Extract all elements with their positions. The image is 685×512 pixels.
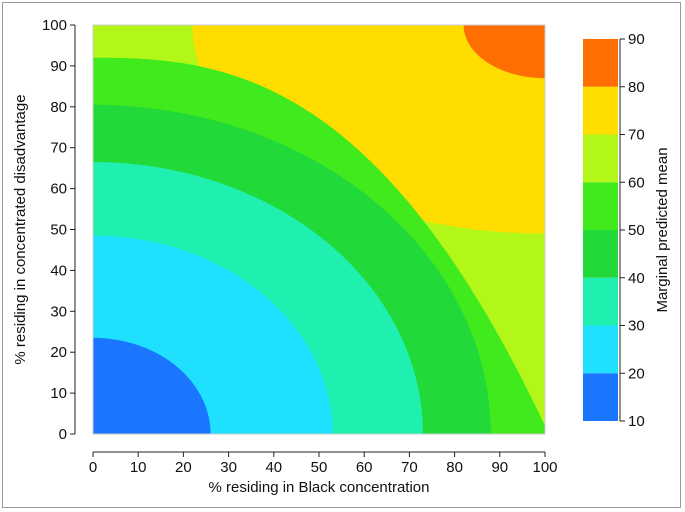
colorbar-band-80-90: [583, 39, 618, 87]
x-tick-label: 10: [130, 459, 147, 476]
colorbar-band-40-50: [583, 230, 618, 278]
x-tick-label: 50: [311, 459, 328, 476]
colorbar-band-70-80: [583, 86, 618, 135]
colorbar-band-60-70: [583, 134, 618, 183]
colorbar-label: Marginal predicted mean: [654, 147, 671, 312]
y-tick-label: 60: [50, 181, 67, 198]
chart-frame: 0 10 20 30 40 50 60 70 80 90 100 0 10 20 30 40 50 60 70 80…: [2, 2, 681, 508]
y-tick-label: 10: [50, 385, 67, 402]
plot-bands: [93, 25, 545, 435]
y-tick-label: 50: [50, 222, 67, 239]
y-axis: 0 10 20 30 40 50 60 70 80 90 100: [42, 17, 76, 443]
colorbar-tick-label: 80: [628, 79, 645, 96]
y-tick-label: 70: [50, 140, 67, 157]
x-axis: 0 10 20 30 40 50 60 70 80 90 100: [89, 451, 558, 476]
plot-border: [92, 24, 546, 435]
x-tick-label: 0: [89, 459, 97, 476]
y-tick-label: 90: [50, 58, 67, 75]
y-tick-label: 30: [50, 303, 67, 320]
y-tick-label: 20: [50, 344, 67, 361]
colorbar-tick-label: 70: [628, 127, 645, 144]
x-tick-label: 90: [491, 459, 508, 476]
colorbar-band-20-30: [583, 325, 618, 374]
y-tick-label: 40: [50, 262, 67, 279]
y-tick-label: 0: [59, 426, 67, 443]
colorbar-tick-label: 30: [628, 318, 645, 335]
x-tick-label: 70: [401, 459, 418, 476]
colorbar-band-50-60: [583, 182, 618, 230]
y-axis-label: % residing in concentrated disadvantage: [12, 94, 29, 364]
colorbar-band-10-20: [583, 373, 618, 421]
contour-chart: 0 10 20 30 40 50 60 70 80 90 100 0 10 20 30 40 50 60 70 80…: [12, 17, 671, 496]
region-below-20: [93, 337, 211, 434]
y-tick-label: 100: [42, 17, 67, 34]
x-tick-label: 60: [356, 459, 373, 476]
colorbar-tick-label: 50: [628, 222, 645, 239]
colorbar-tick-label: 10: [628, 413, 645, 430]
colorbar: 10 20 30 40 50 60 70 80 90: [583, 31, 645, 430]
colorbar-tick-label: 60: [628, 174, 645, 191]
x-tick-label: 100: [532, 459, 557, 476]
x-tick-label: 30: [220, 459, 237, 476]
x-axis-label: % residing in Black concentration: [209, 479, 430, 496]
colorbar-tick-label: 20: [628, 365, 645, 382]
colorbar-tick-label: 90: [628, 31, 645, 48]
colorbar-band-30-40: [583, 277, 618, 326]
x-tick-label: 80: [446, 459, 463, 476]
colorbar-tick-label: 40: [628, 270, 645, 287]
x-tick-label: 40: [265, 459, 282, 476]
x-tick-label: 20: [175, 459, 192, 476]
y-tick-label: 80: [50, 99, 67, 116]
